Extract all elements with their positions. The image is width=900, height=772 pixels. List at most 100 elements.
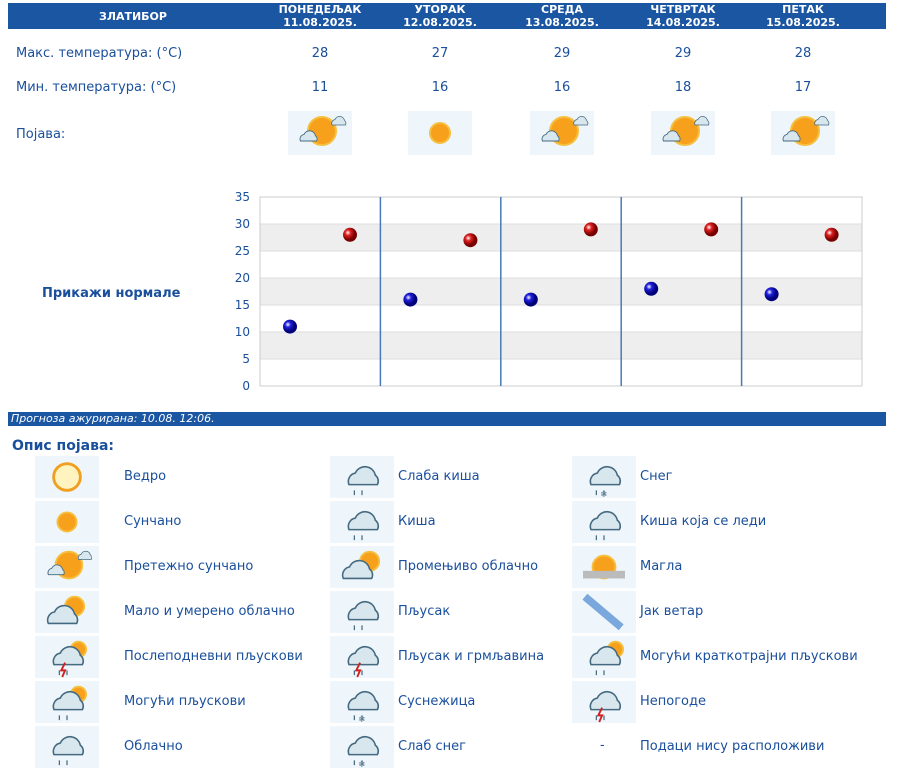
min-temp-point [644,281,659,296]
phenomenon-icon-box [408,111,472,155]
legend-label: Пљусак и грмљавина [398,649,545,664]
location-name: ЗЛАТИБОР [99,10,167,23]
min-temp-point [283,319,297,334]
phenomenon-icon-box [651,111,715,155]
storms-icon [589,690,622,723]
legend-label: Непогоде [640,694,706,709]
svg-text:❄: ❄ [600,490,607,498]
grid-band [260,278,862,305]
phenomenon-label: Појава: [16,127,66,142]
y-tick-label: 5 [242,352,250,366]
legend-title: Опис појава: [12,438,114,454]
min-temp-point [523,292,538,307]
legend-label: Снег [640,469,673,484]
legend-label: Послеподневни пљускови [124,649,303,664]
sunny-icon [56,511,78,533]
legend-icon-box: ❄ [572,456,636,500]
legend-icon-box [330,456,394,498]
legend-icon-box [35,546,99,588]
min-temp-point [403,292,418,307]
legend-label: Могући краткотрајни пљускови [640,649,858,664]
y-tick-label: 20 [235,271,250,285]
legend-icon-box [572,546,636,588]
max-temp-label: Макс. температура: (°C) [16,46,183,61]
legend-icon-box [330,501,394,543]
max-temp-value: 29 [674,46,692,61]
legend-icon-box [330,546,394,588]
max-temp-point [704,222,719,237]
legend-icon-box [572,591,636,633]
strong-wind-icon [582,593,624,631]
snow-icon: ❄ [589,465,622,500]
y-tick-label: 15 [235,298,250,312]
light-rain-icon [347,465,380,496]
day-date: 11.08.2025. [283,16,357,29]
day-name: ЧЕТВРТАК [650,3,716,16]
forecast-updated: Прогноза ажурирана: 10.08. 12:06. [8,412,886,426]
legend-icon-box [35,636,99,678]
show-normals-link[interactable]: Прикажи нормале [42,286,181,301]
legend-icon-box: ❄ [330,681,394,725]
day-header: УТОРАК 12.08.2025. [380,3,500,29]
day-name: СРЕДА [541,3,583,16]
day-header: ПОНЕДЕЉАК 11.08.2025. [260,3,380,29]
svg-text:❄: ❄ [358,715,365,723]
day-date: 14.08.2025. [646,16,720,29]
legend-label: Суснежица [398,694,476,709]
max-temp-point [463,233,478,248]
day-header: ЧЕТВРТАК 14.08.2025. [623,3,743,29]
max-temp-value: 27 [431,46,449,61]
day-header: ПЕТАК 15.08.2025. [743,3,863,29]
no-data-icon: - [600,738,605,753]
legend-label: Јак ветар [640,604,704,619]
mostly-sunny-icon [541,116,589,146]
mostly-sunny-icon [47,550,93,580]
y-tick-label: 30 [235,217,250,231]
sleet-icon: ❄ [347,690,380,725]
day-header: СРЕДА 13.08.2025. [502,3,622,29]
sunny-icon [429,122,451,144]
day-name: ПЕТАК [782,3,824,16]
min-temp-value: 18 [674,80,692,95]
legend-label: Облачно [124,739,183,754]
legend-icon-box [572,681,636,723]
legend-label: Промењиво облачно [398,559,539,574]
max-temp-point [343,227,357,242]
phenomenon-icon-box [288,111,352,155]
legend-label: Сунчано [124,514,182,529]
max-temp-value: 28 [311,46,329,61]
y-tick-label: 0 [242,379,250,393]
min-temp-value: 17 [794,80,812,95]
max-temp-value: 29 [553,46,571,61]
day-date: 15.08.2025. [766,16,840,29]
afternoon-showers-icon [52,640,88,678]
legend-icon-box [35,726,99,768]
legend-icon-box [572,636,636,678]
y-tick-label: 10 [235,325,250,339]
min-temp-label: Мин. температура: (°C) [16,80,177,95]
legend-icon-box [35,501,99,543]
rain-icon [347,510,380,541]
phenomenon-icon-box [530,111,594,155]
legend-label: Киша која се леди [640,514,767,529]
day-name: ПОНЕДЕЉАК [278,3,362,16]
legend-label: Слаб снег [398,739,466,754]
day-date: 13.08.2025. [525,16,599,29]
clear-icon [52,462,82,492]
plot-area [259,196,863,387]
legend-icon-box [35,456,99,498]
thunderstorm-icon [347,645,380,678]
legend-label: Ведро [124,469,167,484]
mostly-sunny-icon [299,116,347,146]
legend-icon-box [35,681,99,723]
variable-cloudy-icon [341,550,381,580]
legend-label: Мало и умерено облачно [124,604,295,619]
mostly-sunny-icon [782,116,830,146]
temperature-chart: 0 5 10 15 20 25 30 35 [235,190,863,393]
phenomenon-icon-box [771,111,835,155]
max-temp-point [824,227,839,242]
max-temp-point [583,222,598,237]
grid-band [260,332,862,359]
shower-icon [347,600,380,631]
fog-icon [583,554,625,580]
